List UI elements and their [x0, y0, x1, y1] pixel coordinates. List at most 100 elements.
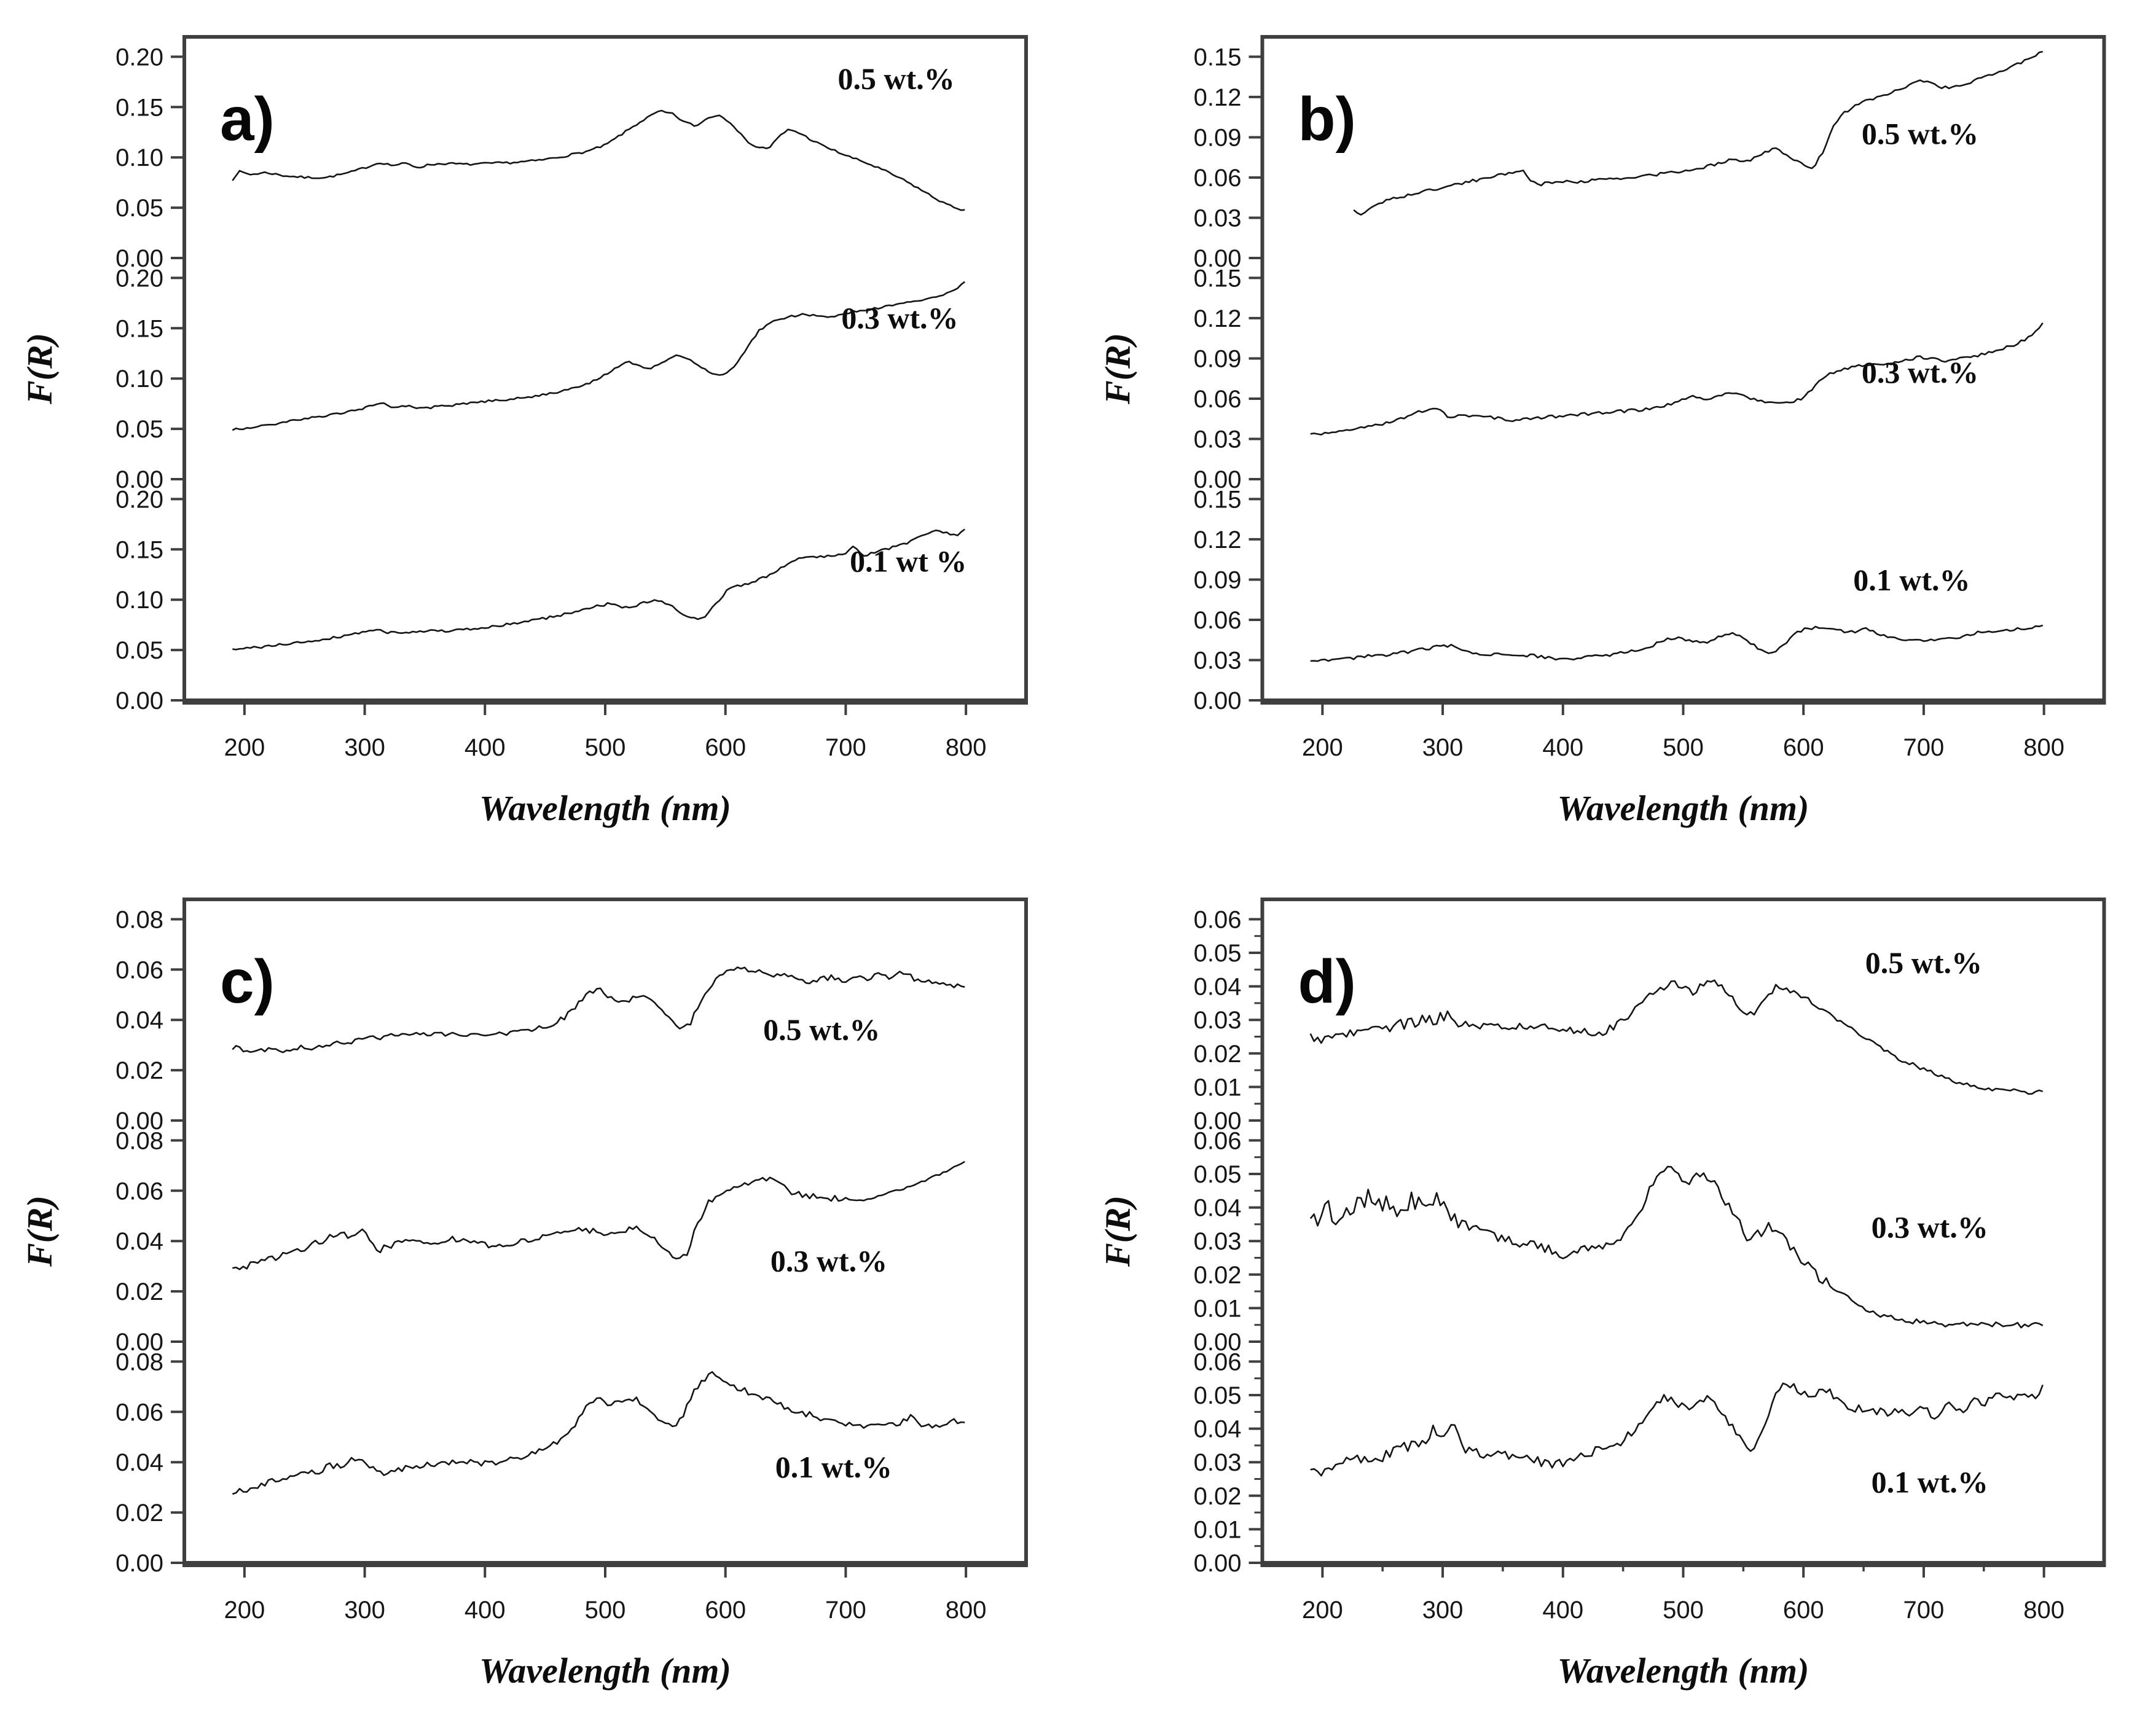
y-tick-label: 0.04	[1194, 1416, 1242, 1443]
panel-d: 200 300 400 500 600 700 800 0.00 0.01 0.02 0.03 0.0…	[1078, 862, 2156, 1725]
panel-letter: c)	[220, 947, 275, 1016]
y-tick-label: 0.20	[116, 486, 163, 513]
y-tick-label: 0.04	[116, 1007, 163, 1034]
y-axis-title: F(R)	[20, 1195, 60, 1267]
y-tick-label: 0.15	[1194, 265, 1242, 292]
y-tick-label: 0.06	[1194, 1127, 1242, 1154]
spectrum-curve-0.1.	[1310, 624, 2044, 662]
curve-label: 0.5 wt.%	[837, 61, 954, 96]
curve-label: 0.3 wt.%	[770, 1243, 887, 1278]
y-tick-label: 0.00	[116, 1329, 163, 1356]
y-tick-label: 0.00	[1194, 1329, 1242, 1356]
y-tick-label: 0.08	[116, 1348, 163, 1375]
spectrum-curve-0.3.	[1309, 1165, 2044, 1329]
y-tick-label: 0.06	[1194, 906, 1242, 933]
x-tick-label: 600	[705, 734, 746, 761]
y-tick-label: 0.06	[116, 1178, 163, 1205]
y-tick-label: 0.09	[1194, 124, 1242, 151]
y-tick-label: 0.12	[1194, 305, 1242, 332]
y-tick-label: 0.12	[1194, 526, 1242, 553]
spectrum-curve-0.1.	[232, 1371, 965, 1495]
chart-b: 200 300 400 500 600 700 800 0.00 0.03 0.06 0.09 0.1…	[1098, 35, 2106, 828]
spectrum-curve-0.3.	[232, 1160, 965, 1270]
panel-letter: d)	[1298, 947, 1356, 1016]
y-tick-label: 0.04	[116, 1228, 163, 1255]
curve-label: 0.5 wt.%	[763, 1012, 880, 1047]
y-tick-label: 0.06	[1194, 1348, 1242, 1375]
x-tick-label: 200	[1302, 734, 1343, 761]
x-tick-label: 700	[1903, 1597, 1945, 1624]
x-tick-label: 500	[585, 1597, 626, 1624]
y-tick-label: 0.09	[1194, 345, 1242, 372]
panel-b: 200 300 400 500 600 700 800 0.00 0.03 0.06 0.09 0.1…	[1078, 0, 2156, 862]
y-tick-label: 0.02	[1194, 1262, 1242, 1289]
spectrum-curve-0.3.	[232, 281, 965, 431]
y-tick-label: 0.02	[116, 1500, 163, 1527]
y-tick-label: 0.15	[1194, 486, 1242, 513]
x-tick-label: 600	[1783, 1597, 1824, 1624]
x-tick-label: 200	[224, 734, 265, 761]
curve-label: 0.1 wt.%	[1853, 563, 1970, 597]
x-tick-label: 400	[465, 1597, 506, 1624]
spectrum-curve-0.1	[232, 528, 965, 651]
x-tick-label: 700	[825, 1597, 866, 1624]
y-tick-label: 0.00	[116, 466, 163, 493]
y-tick-label: 0.01	[1194, 1074, 1242, 1101]
x-tick-label: 400	[1542, 1597, 1583, 1624]
y-tick-label: 0.06	[1194, 386, 1242, 413]
x-tick-label: 800	[946, 1597, 987, 1624]
y-tick-label: 0.00	[116, 1108, 163, 1135]
y-tick-label: 0.15	[116, 536, 163, 563]
panel-letter: b)	[1298, 85, 1356, 154]
x-tick-label: 200	[224, 1597, 265, 1624]
x-tick-label: 500	[1663, 734, 1704, 761]
y-tick-label: 0.00	[116, 687, 163, 714]
x-tick-label: 600	[705, 1597, 746, 1624]
y-tick-label: 0.03	[1194, 1449, 1242, 1476]
y-tick-label: 0.03	[1194, 1228, 1242, 1255]
x-tick-label: 300	[1422, 1597, 1464, 1624]
y-tick-label: 0.06	[1194, 607, 1242, 634]
x-tick-label: 500	[1663, 1597, 1704, 1624]
chart-a: 200 300 400 500 600 700 800 0.00 0.05 0.10 0.15 0.2…	[20, 35, 1028, 828]
curve-label: 0.5 wt.%	[1862, 116, 1978, 151]
y-tick-label: 0.06	[116, 1399, 163, 1426]
y-tick-label: 0.05	[1194, 940, 1242, 967]
x-tick-label: 400	[1542, 734, 1583, 761]
curve-label: 0.1 wt %	[850, 544, 966, 578]
y-tick-label: 0.20	[116, 265, 163, 292]
panel-c: 200 300 400 500 600 700 800 0.00 0.02 0.04 0.06 0.0…	[0, 862, 1078, 1725]
y-tick-label: 0.01	[1194, 1516, 1242, 1543]
y-tick-label: 0.00	[1194, 1108, 1242, 1135]
x-tick-label: 800	[2023, 1597, 2064, 1624]
curve-label: 0.1 wt.%	[775, 1450, 892, 1484]
y-tick-label: 0.02	[1194, 1041, 1242, 1068]
x-tick-label: 300	[1422, 734, 1464, 761]
y-tick-label: 0.00	[1194, 687, 1242, 714]
y-tick-label: 0.03	[1194, 205, 1242, 232]
plot-frame	[182, 898, 1028, 1565]
y-tick-label: 0.01	[1194, 1295, 1242, 1322]
spectrum-curve-0.5.	[1353, 50, 2043, 216]
spectrum-curve-0.1.	[1310, 1382, 2044, 1477]
x-tick-label: 600	[1783, 734, 1824, 761]
x-tick-label: 500	[585, 734, 626, 761]
spectrum-curve-0.5.	[232, 966, 965, 1054]
x-tick-label: 800	[946, 734, 987, 761]
curve-label: 0.3 wt.%	[1862, 355, 1978, 389]
x-tick-label: 400	[465, 734, 506, 761]
chart-c: 200 300 400 500 600 700 800 0.00 0.02 0.04 0.06 0.0…	[20, 898, 1028, 1691]
chart-d: 200 300 400 500 600 700 800 0.00 0.01 0.02 0.03 0.0…	[1098, 898, 2106, 1691]
y-tick-label: 0.02	[116, 1057, 163, 1084]
x-tick-label: 300	[344, 1597, 385, 1624]
y-tick-label: 0.06	[116, 956, 163, 984]
y-tick-label: 0.00	[116, 1550, 163, 1577]
y-tick-label: 0.09	[1194, 566, 1242, 593]
y-tick-label: 0.05	[1194, 1382, 1242, 1409]
x-axis-title: Wavelength (nm)	[479, 788, 731, 828]
y-tick-label: 0.03	[1194, 1007, 1242, 1034]
y-tick-label: 0.10	[116, 366, 163, 393]
y-tick-label: 0.02	[1194, 1483, 1242, 1510]
y-tick-label: 0.08	[116, 1127, 163, 1154]
